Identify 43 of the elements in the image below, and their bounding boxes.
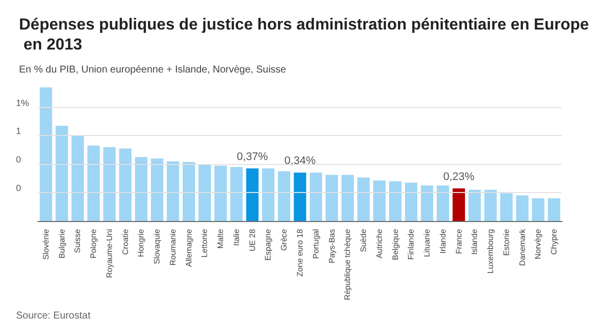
x-tick-label: Pays-Bas bbox=[327, 229, 336, 264]
x-tick-label: Finlande bbox=[406, 228, 416, 260]
x-tick-label: Allemagne bbox=[184, 228, 194, 267]
x-tick-label: Slovénie bbox=[41, 228, 50, 260]
x-tick-label: Croatie bbox=[120, 228, 130, 255]
x-tick-label: Italie bbox=[232, 228, 241, 246]
data-label: 0,37% bbox=[236, 150, 268, 163]
x-tick-label: Malte bbox=[216, 228, 226, 249]
y-tick-label: 1% bbox=[16, 98, 30, 108]
source-note: Source: Eurostat bbox=[16, 310, 91, 322]
y-tick-label: 0 bbox=[16, 154, 22, 165]
chart-subtitle: En % du PIB, Union européenne + Islande, Norvège, Suisse bbox=[19, 64, 287, 76]
x-tick-label: France bbox=[454, 228, 464, 254]
x-tick-label: Chypre bbox=[550, 228, 559, 255]
x-tick-label: Lituanie bbox=[422, 228, 432, 258]
x-tick-label: Roumanie bbox=[168, 228, 178, 266]
x-tick-label: Portugal bbox=[311, 228, 320, 259]
x-tick-label: Danemark bbox=[518, 228, 527, 266]
x-tick-label: Belgique bbox=[390, 228, 400, 260]
x-tick-label: Autriche bbox=[374, 228, 384, 258]
y-tick-label: 1 bbox=[16, 126, 22, 136]
x-tick-label: Zone euro 18 bbox=[296, 228, 304, 277]
x-tick-label: Grèce bbox=[280, 228, 289, 251]
x-tick-label: Suède bbox=[359, 228, 368, 252]
x-tick-label: Norvège bbox=[534, 228, 543, 260]
x-tick-label: Suisse bbox=[73, 228, 82, 254]
y-tick-label: 0 bbox=[16, 183, 22, 194]
x-tick-label: Pologne bbox=[89, 228, 98, 258]
x-tick-label: Estonie bbox=[502, 228, 511, 256]
data-label: 0,23% bbox=[443, 170, 475, 183]
chart-title: Dépenses publiques de justice hors administration pénitentiaire en Europe en 2013 bbox=[19, 16, 589, 54]
x-tick-label: Islande bbox=[470, 228, 480, 255]
data-label: 0,34% bbox=[284, 155, 316, 168]
x-tick-label: Hongrie bbox=[136, 228, 146, 258]
x-tick-label: Irlande bbox=[438, 228, 448, 254]
x-tick-label: UE 28 bbox=[248, 228, 257, 252]
x-tick-label: Bulgarie bbox=[57, 228, 66, 258]
x-tick-label: Espagne bbox=[264, 228, 273, 261]
x-tick-label: Lettonie bbox=[200, 228, 210, 258]
x-tick-label: République tchèque bbox=[343, 228, 352, 300]
x-tick-label: Slovaquie bbox=[152, 228, 162, 264]
x-tick-label: Royaume-Uni bbox=[104, 228, 114, 278]
x-tick-label: Luxembourg bbox=[486, 229, 496, 274]
